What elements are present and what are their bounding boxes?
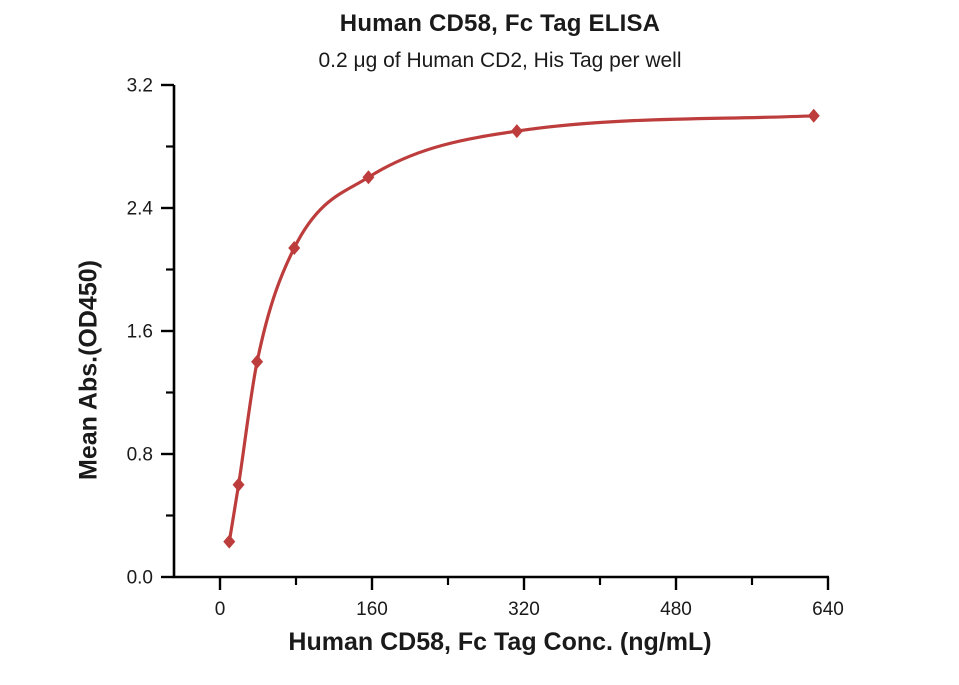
data-point-diamond xyxy=(232,477,245,492)
data-point-diamond xyxy=(288,240,301,255)
data-point-diamond xyxy=(510,124,523,139)
data-point-diamond xyxy=(362,170,375,185)
x-axis-major-ticks xyxy=(218,577,830,590)
x-tick-label: 160 xyxy=(356,599,388,620)
y-axis-minor-ticks xyxy=(166,145,174,517)
x-axis-title: Human CD58, Fc Tag Conc. (ng/mL) xyxy=(288,628,712,656)
y-tick-label: 0.0 xyxy=(127,568,153,589)
data-point-diamond xyxy=(807,108,820,123)
fit-curve xyxy=(227,114,816,544)
x-axis-tick-labels: 0 160 320 480 640 xyxy=(215,599,844,620)
axis-frame xyxy=(172,85,829,579)
y-tick-label: 3.2 xyxy=(127,76,153,97)
chart-subtitle: 0.2 μg of Human CD2, His Tag per well xyxy=(318,49,682,72)
y-tick-label: 2.4 xyxy=(127,199,154,220)
x-tick-label: 0 xyxy=(215,599,226,620)
y-axis-major-ticks xyxy=(161,83,174,579)
data-point-markers xyxy=(223,108,820,549)
y-axis-tick-labels: 0.0 0.8 1.6 2.4 3.2 xyxy=(127,76,154,589)
y-tick-label: 1.6 xyxy=(127,322,153,343)
x-tick-label: 480 xyxy=(660,599,692,620)
x-tick-label: 640 xyxy=(812,599,844,620)
chart-title: Human CD58, Fc Tag ELISA xyxy=(339,10,661,37)
y-tick-label: 0.8 xyxy=(127,445,153,466)
x-axis-minor-ticks xyxy=(294,577,754,585)
x-tick-label: 320 xyxy=(508,599,540,620)
data-point-diamond xyxy=(223,534,236,549)
data-point-diamond xyxy=(251,354,264,369)
